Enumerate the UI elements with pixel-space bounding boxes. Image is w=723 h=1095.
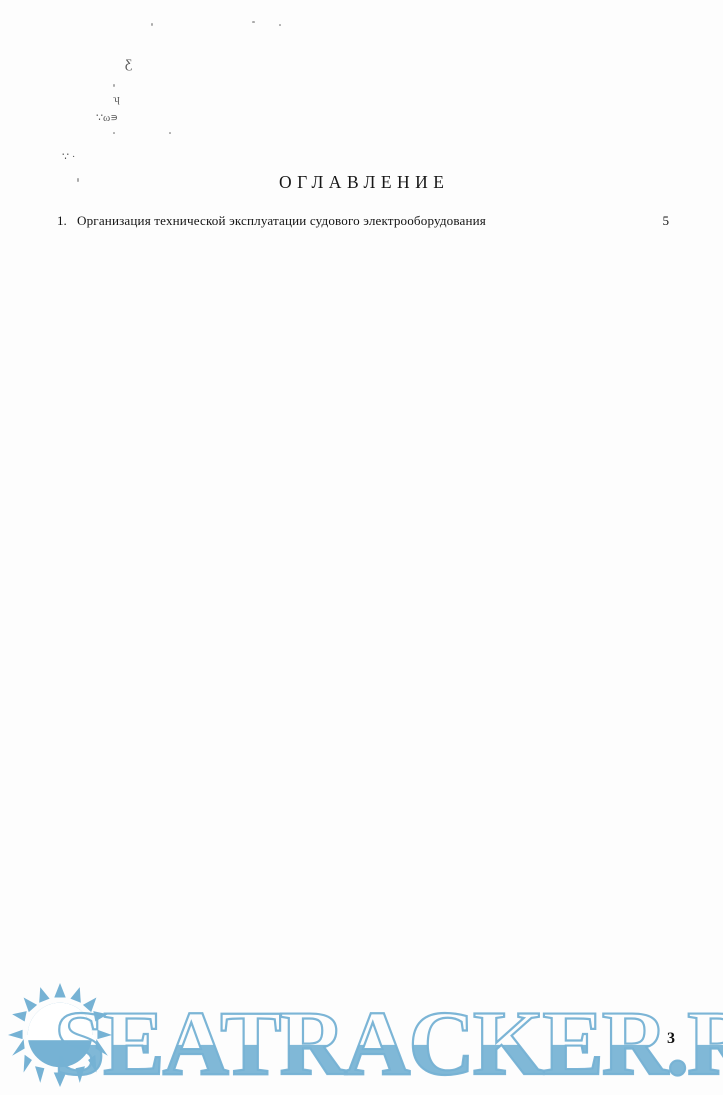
scan-speckle: [151, 23, 153, 26]
table-of-contents: 1. Организация технической эксплуатации с…: [57, 211, 669, 1095]
scan-artifact-mark: Ƹ: [125, 56, 133, 71]
toc-entry: 1. Организация технической эксплуатации с…: [57, 211, 669, 1095]
toc-entry-number: 1.: [57, 213, 67, 228]
page-title: ОГЛАВЛЕНИЕ: [279, 172, 450, 192]
toc-entry-page: 5: [639, 211, 669, 1095]
scan-artifact-mark: ʮ: [113, 93, 120, 105]
toc-entry-title: Организация технической эксплуатации суд…: [77, 213, 486, 228]
page-number: 3: [667, 1030, 675, 1047]
leader-dots: [490, 212, 635, 225]
scan-speckle: [113, 84, 115, 87]
scan-speckle: [169, 132, 171, 134]
scan-speckle: [113, 132, 115, 134]
scan-speckle: [252, 21, 255, 23]
scan-artifact-mark: ∵ω∍: [96, 112, 119, 124]
scan-artifact-mark: ∵ ·: [62, 151, 76, 163]
scan-speckle: [279, 24, 281, 26]
